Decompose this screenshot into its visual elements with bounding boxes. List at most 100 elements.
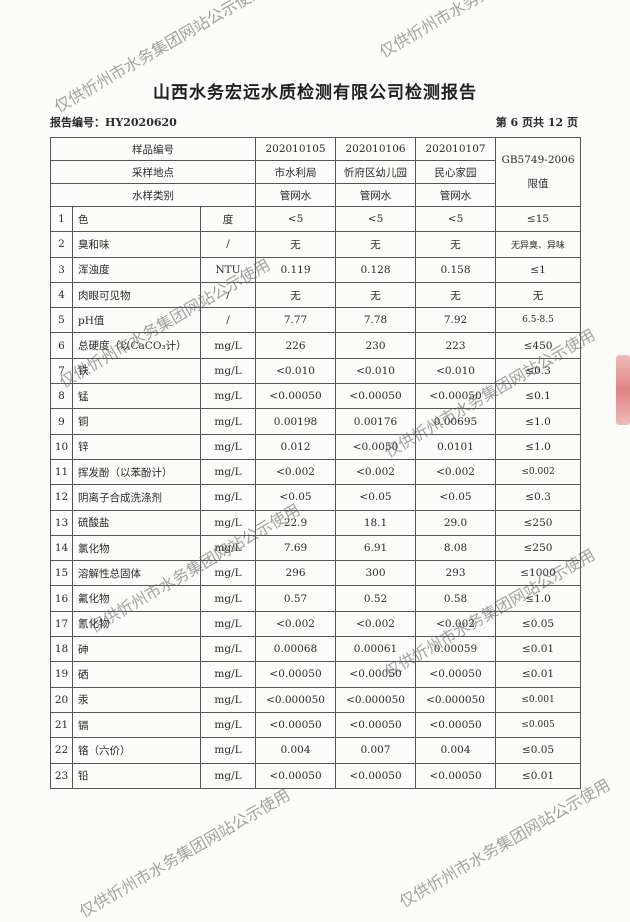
standard-limit: ≤0.01 [495, 661, 582, 688]
item-name: 氯化物 [72, 534, 201, 562]
row-number: 19 [50, 661, 73, 688]
unit: mg/L [199, 661, 257, 688]
unit: / [199, 307, 257, 334]
row-number: 1 [50, 205, 73, 233]
value-sample-3: 0.00695 [415, 408, 497, 435]
value-sample-1: <0.002 [255, 458, 337, 486]
table-row: 16 氟化物 mg/L 0.57 0.52 0.58 ≤1.0 [50, 585, 582, 612]
value-sample-1: 22.9 [255, 509, 337, 536]
item-name: 总硬度（以CaCO₃计） [72, 332, 201, 359]
item-name: 挥发酚（以苯酚计） [72, 458, 201, 486]
value-sample-2: 6.91 [335, 534, 417, 562]
item-name: 铁 [72, 357, 201, 385]
row-number: 8 [50, 383, 73, 410]
standard-limit: ≤0.3 [495, 357, 582, 385]
sample-location: 民心家园 [415, 160, 497, 184]
unit: mg/L [199, 762, 257, 789]
standard-limit: ≤0.01 [495, 636, 582, 663]
standard-limit: 无异臭、异味 [495, 231, 582, 258]
sample-type: 管网水 [415, 183, 497, 207]
results-table: 样品编号 202010105 202010106 202010107 GB574… [49, 137, 582, 789]
table-row: 1 色度 <5 <5 <5 ≤15 [50, 205, 582, 233]
row-number: 12 [50, 484, 73, 511]
value-sample-2: <0.0050 [335, 433, 417, 460]
value-sample-3: <0.000050 [415, 686, 497, 713]
value-sample-1: <0.00050 [255, 762, 337, 789]
value-sample-3: <0.002 [415, 610, 497, 638]
item-name: 溶解性总固体 [72, 560, 201, 587]
table-row: 2 臭和味 / 无无无无异臭、异味 [50, 231, 582, 258]
value-sample-2: 无 [335, 231, 417, 258]
value-sample-1: <0.002 [255, 610, 337, 638]
table-row: 21 镉 mg/L <0.00050 <0.00050 <0.00050 ≤0.005 [50, 711, 582, 739]
value-sample-3: <0.00050 [415, 762, 497, 789]
unit: mg/L [199, 560, 257, 587]
sample-no: 202010105 [255, 137, 337, 161]
sample-location: 市水利局 [255, 160, 337, 184]
row-number: 21 [50, 711, 73, 739]
table-row: 23 铅 mg/L <0.00050 <0.00050 <0.00050 ≤0.01 [50, 762, 582, 789]
value-sample-2: <0.000050 [335, 686, 417, 713]
table-row: 11 挥发酚（以苯酚计） mg/L <0.002 <0.002 <0.002 ≤0.002 [50, 458, 582, 486]
value-sample-3: 223 [415, 332, 497, 359]
value-sample-1: <0.00050 [255, 661, 337, 688]
value-sample-3: <0.010 [415, 357, 497, 385]
value-sample-2: <0.002 [335, 458, 417, 486]
value-sample-3: <0.002 [415, 458, 497, 486]
value-sample-2: 无 [335, 281, 417, 309]
unit: mg/L [199, 686, 257, 713]
row-number: 2 [50, 231, 73, 258]
value-sample-1: 7.77 [255, 307, 337, 334]
unit: mg/L [199, 484, 257, 511]
value-sample-2: 230 [335, 332, 417, 359]
value-sample-1: <5 [255, 205, 337, 233]
row-number: 14 [50, 534, 73, 562]
table-row: 5 pH值/7.77 7.78 7.92 6.5-8.5 [50, 307, 582, 334]
value-sample-1: 0.012 [255, 433, 337, 460]
row-number: 13 [50, 509, 73, 536]
value-sample-2: <0.00050 [335, 383, 417, 410]
value-sample-2: 0.128 [335, 256, 417, 283]
item-name: 肉眼可见物 [72, 281, 201, 309]
value-sample-3: 0.158 [415, 256, 497, 283]
unit: mg/L [199, 408, 257, 435]
row-number: 5 [50, 307, 73, 334]
item-name: 臭和味 [72, 231, 201, 258]
item-name: 铬（六价） [72, 737, 201, 764]
value-sample-3: <0.00050 [415, 383, 497, 410]
value-sample-1: 0.00068 [255, 636, 337, 663]
standard-limit: ≤250 [495, 534, 582, 562]
sample-no: 202010107 [415, 137, 497, 161]
value-sample-3: 7.92 [415, 307, 497, 334]
value-sample-2: 0.00061 [335, 636, 417, 663]
table-row: 9 铜 mg/L 0.00198 0.00176 0.00695 ≤1.0 [50, 408, 582, 435]
unit: / [199, 281, 257, 309]
value-sample-2: <0.00050 [335, 711, 417, 739]
unit: mg/L [199, 737, 257, 764]
value-sample-1: <0.05 [255, 484, 337, 511]
row-number: 3 [50, 256, 73, 283]
value-sample-1: <0.000050 [255, 686, 337, 713]
item-name: 汞 [72, 686, 201, 713]
row-number: 16 [50, 585, 73, 612]
sample-type: 管网水 [335, 183, 417, 207]
value-sample-3: 29.0 [415, 509, 497, 536]
value-sample-1: 296 [255, 560, 337, 587]
standard-limit: ≤15 [495, 205, 582, 233]
unit: mg/L [199, 610, 257, 638]
unit: mg/L [199, 711, 257, 739]
item-name: 阴离子合成洗涤剂 [72, 484, 201, 511]
row-number: 4 [50, 281, 73, 309]
watermark: 仅供忻州市水务集团网站公示使用 [374, 0, 594, 62]
unit: mg/L [199, 636, 257, 663]
value-sample-2: <0.002 [335, 610, 417, 638]
standard-limit: ≤0.3 [495, 484, 582, 511]
value-sample-2: <0.010 [335, 357, 417, 385]
item-name: 砷 [72, 636, 201, 663]
table-row: 13 硫酸盐 mg/L 22.9 18.1 29.0 ≤250 [50, 509, 582, 536]
item-name: 浑浊度 [72, 256, 201, 283]
unit: mg/L [199, 585, 257, 612]
sample-no: 202010106 [335, 137, 417, 161]
value-sample-1: <0.010 [255, 357, 337, 385]
standard-limit: ≤1000 [495, 560, 582, 587]
